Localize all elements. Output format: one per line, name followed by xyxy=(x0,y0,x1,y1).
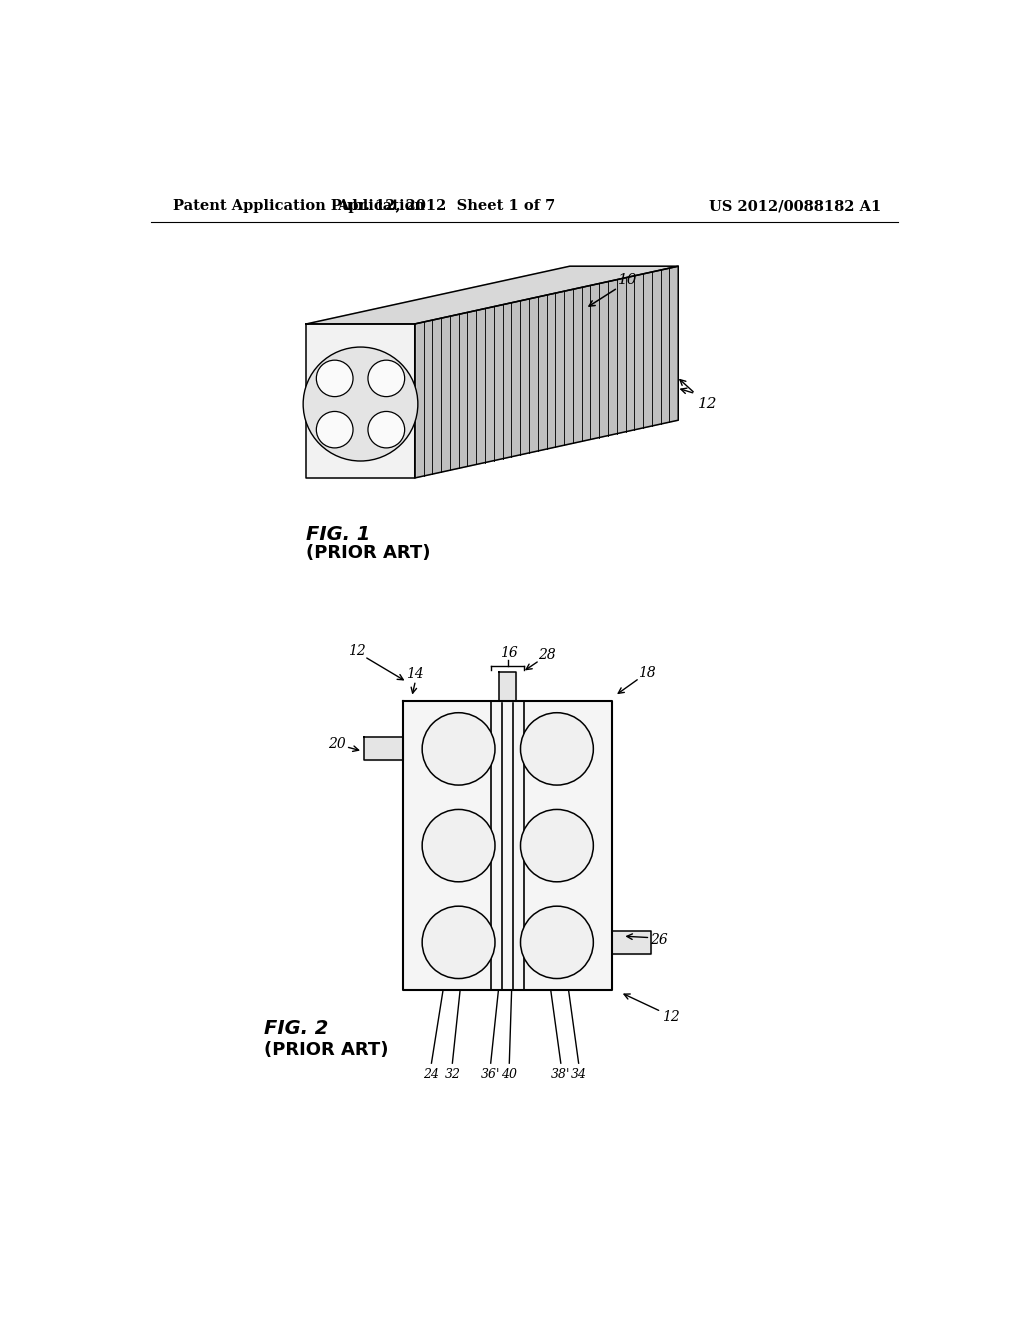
Text: 16: 16 xyxy=(501,645,518,660)
Text: 14: 14 xyxy=(406,668,424,681)
Text: 26: 26 xyxy=(650,933,668,946)
Text: Patent Application Publication: Patent Application Publication xyxy=(173,199,425,213)
Text: 24: 24 xyxy=(424,1068,439,1081)
Text: 40: 40 xyxy=(502,1068,517,1081)
Text: (PRIOR ART): (PRIOR ART) xyxy=(306,544,431,562)
Text: 12: 12 xyxy=(698,397,718,412)
Polygon shape xyxy=(306,267,678,323)
Text: 12: 12 xyxy=(662,1010,679,1024)
Text: FIG. 1: FIG. 1 xyxy=(306,524,371,544)
Text: 20: 20 xyxy=(329,737,346,751)
Polygon shape xyxy=(306,323,415,478)
Circle shape xyxy=(520,809,593,882)
Circle shape xyxy=(368,360,404,396)
Polygon shape xyxy=(612,931,651,954)
Polygon shape xyxy=(365,738,403,760)
Polygon shape xyxy=(500,672,516,701)
Text: FIG. 2: FIG. 2 xyxy=(263,1019,328,1038)
Circle shape xyxy=(422,906,495,978)
Text: 30: 30 xyxy=(554,750,569,763)
Circle shape xyxy=(368,412,404,447)
Text: 34: 34 xyxy=(570,1068,587,1081)
Text: 18: 18 xyxy=(638,665,656,680)
Circle shape xyxy=(422,713,495,785)
Text: 10: 10 xyxy=(618,273,638,286)
Text: 28: 28 xyxy=(538,648,555,663)
Circle shape xyxy=(520,906,593,978)
Text: 36': 36' xyxy=(481,1068,501,1081)
Text: US 2012/0088182 A1: US 2012/0088182 A1 xyxy=(710,199,882,213)
Text: 12: 12 xyxy=(348,644,366,659)
Text: 38': 38' xyxy=(551,1068,570,1081)
Circle shape xyxy=(303,347,418,461)
Circle shape xyxy=(422,809,495,882)
Text: (PRIOR ART): (PRIOR ART) xyxy=(263,1041,388,1059)
Polygon shape xyxy=(403,701,612,990)
Text: 22: 22 xyxy=(456,944,471,957)
Text: Apr. 12, 2012  Sheet 1 of 7: Apr. 12, 2012 Sheet 1 of 7 xyxy=(337,199,555,213)
Text: 22: 22 xyxy=(456,750,471,763)
Text: 22: 22 xyxy=(456,847,471,859)
Text: 30: 30 xyxy=(554,944,569,957)
Circle shape xyxy=(316,360,353,396)
Circle shape xyxy=(316,412,353,447)
Text: 32: 32 xyxy=(444,1068,461,1081)
Circle shape xyxy=(520,713,593,785)
Text: 30: 30 xyxy=(554,847,569,859)
Polygon shape xyxy=(415,267,678,478)
